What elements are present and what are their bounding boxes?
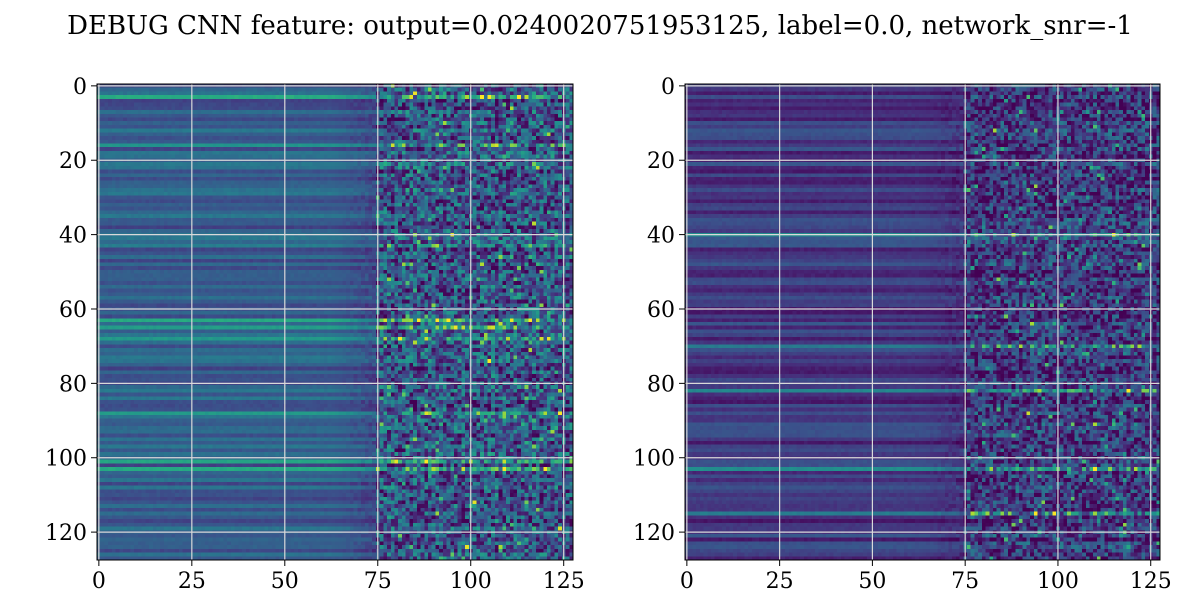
heatmap-image <box>97 84 573 560</box>
heatmap-panel-right: 0 25 50 75 100 125 0 20 40 60 80 100 120 <box>633 75 1172 594</box>
y-tick-label: 20 <box>647 149 675 174</box>
x-tick-label: 100 <box>1037 569 1079 594</box>
heatmap-image <box>685 84 1160 560</box>
x-tick-label: 0 <box>680 569 694 594</box>
x-tick-label: 25 <box>766 569 794 594</box>
y-tick-label: 60 <box>59 298 87 323</box>
x-tick-label: 50 <box>858 569 886 594</box>
y-tick-label: 0 <box>661 75 675 100</box>
x-tick-label: 25 <box>178 569 206 594</box>
x-tick-label: 125 <box>1130 569 1172 594</box>
heatmap-panel-left: 0 25 50 75 100 125 0 20 40 60 80 100 120 <box>45 75 585 594</box>
x-tick-label: 0 <box>92 569 106 594</box>
y-tick-label: 0 <box>73 75 87 100</box>
x-tick-label: 50 <box>271 569 299 594</box>
y-tick-label: 80 <box>59 372 87 397</box>
x-tick-label: 75 <box>951 569 979 594</box>
y-tick-label: 80 <box>647 372 675 397</box>
y-tick-label: 60 <box>647 298 675 323</box>
x-tick-label: 100 <box>450 569 492 594</box>
y-tick-label: 120 <box>45 521 87 546</box>
y-tick-label: 40 <box>647 224 675 249</box>
y-tick-label: 100 <box>45 447 87 472</box>
y-tick-label: 20 <box>59 149 87 174</box>
x-tick-label: 75 <box>364 569 392 594</box>
x-tick-label: 125 <box>543 569 585 594</box>
plot-frame <box>96 83 574 561</box>
figure-title: DEBUG CNN feature: output=0.024002075195… <box>67 11 1133 41</box>
y-tick-label: 120 <box>633 521 675 546</box>
y-tick-label: 100 <box>633 447 675 472</box>
plot-frame <box>684 83 1161 561</box>
y-tick-label: 40 <box>59 224 87 249</box>
